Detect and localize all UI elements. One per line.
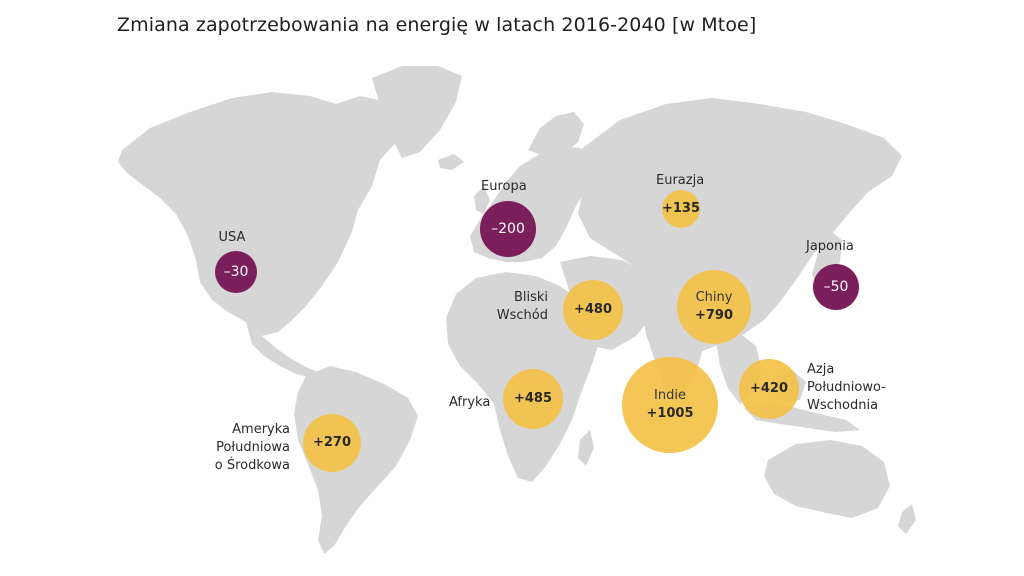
latam-label-line2: Południowa: [216, 440, 290, 455]
india-value: +1005: [646, 406, 694, 421]
sea-bubble: +420: [739, 359, 799, 419]
africa-label: Afryka: [449, 395, 491, 410]
africa-bubble: +485: [503, 369, 563, 429]
eurasia-value: +135: [661, 201, 701, 217]
japan-value: –50: [823, 278, 849, 295]
map-title: Zmiana zapotrzebowania na energię w lata…: [117, 14, 757, 36]
sea-value: +420: [749, 381, 789, 397]
madagascar-shape: [578, 430, 594, 466]
japan-label: Japonia: [806, 239, 854, 254]
latam-label-line3: o Środkowa: [214, 458, 290, 473]
sea-label: Azja Południowo- Wschodnia: [807, 361, 886, 415]
sea-label-line2: Południowo-: [807, 380, 886, 395]
china-bubble: Chiny +790: [677, 270, 751, 344]
uk-shape: [474, 186, 490, 214]
europe-bubble: –200: [480, 201, 536, 257]
usa-bubble: –30: [215, 251, 257, 293]
india-bubble: Indie +1005: [622, 357, 718, 453]
sea-label-line3: Wschodnia: [807, 398, 879, 413]
middle-east-label: Bliski Wschód: [478, 289, 548, 325]
eurasia-label: Eurazja: [656, 173, 705, 188]
latam-value: +270: [312, 435, 352, 451]
china-value: +790: [694, 308, 734, 323]
europe-label: Europa: [481, 179, 527, 194]
usa-value: –30: [223, 263, 249, 280]
scandinavia-shape: [528, 112, 584, 158]
japan-bubble: –50: [813, 264, 859, 310]
eurasia-bubble: +135: [662, 190, 700, 228]
africa-value: +485: [513, 391, 553, 407]
asia-shape: [578, 98, 902, 352]
latam-bubble: +270: [303, 414, 361, 472]
middle-east-value: +480: [573, 302, 613, 318]
middle-east-bubble: +480: [563, 280, 623, 340]
latam-label: Ameryka Południowa o Środkowa: [180, 421, 290, 475]
australia-shape: [764, 440, 890, 518]
north-america-shape: [118, 92, 404, 336]
south-america-shape: [294, 366, 418, 554]
india-label: Indie: [654, 388, 686, 404]
latam-label-line1: Ameryka: [232, 422, 290, 437]
middle-east-label-line1: Bliski: [513, 290, 548, 305]
sea-label-line1: Azja: [807, 362, 835, 377]
middle-east-label-line2: Wschód: [496, 308, 548, 323]
greenland-shape: [372, 66, 462, 158]
usa-label: USA: [218, 230, 246, 245]
new-zealand-shape: [898, 504, 916, 534]
china-label: Chiny: [695, 290, 733, 306]
central-america-shape: [246, 322, 318, 378]
iceland-shape: [438, 154, 464, 170]
europe-value: –200: [491, 220, 525, 237]
